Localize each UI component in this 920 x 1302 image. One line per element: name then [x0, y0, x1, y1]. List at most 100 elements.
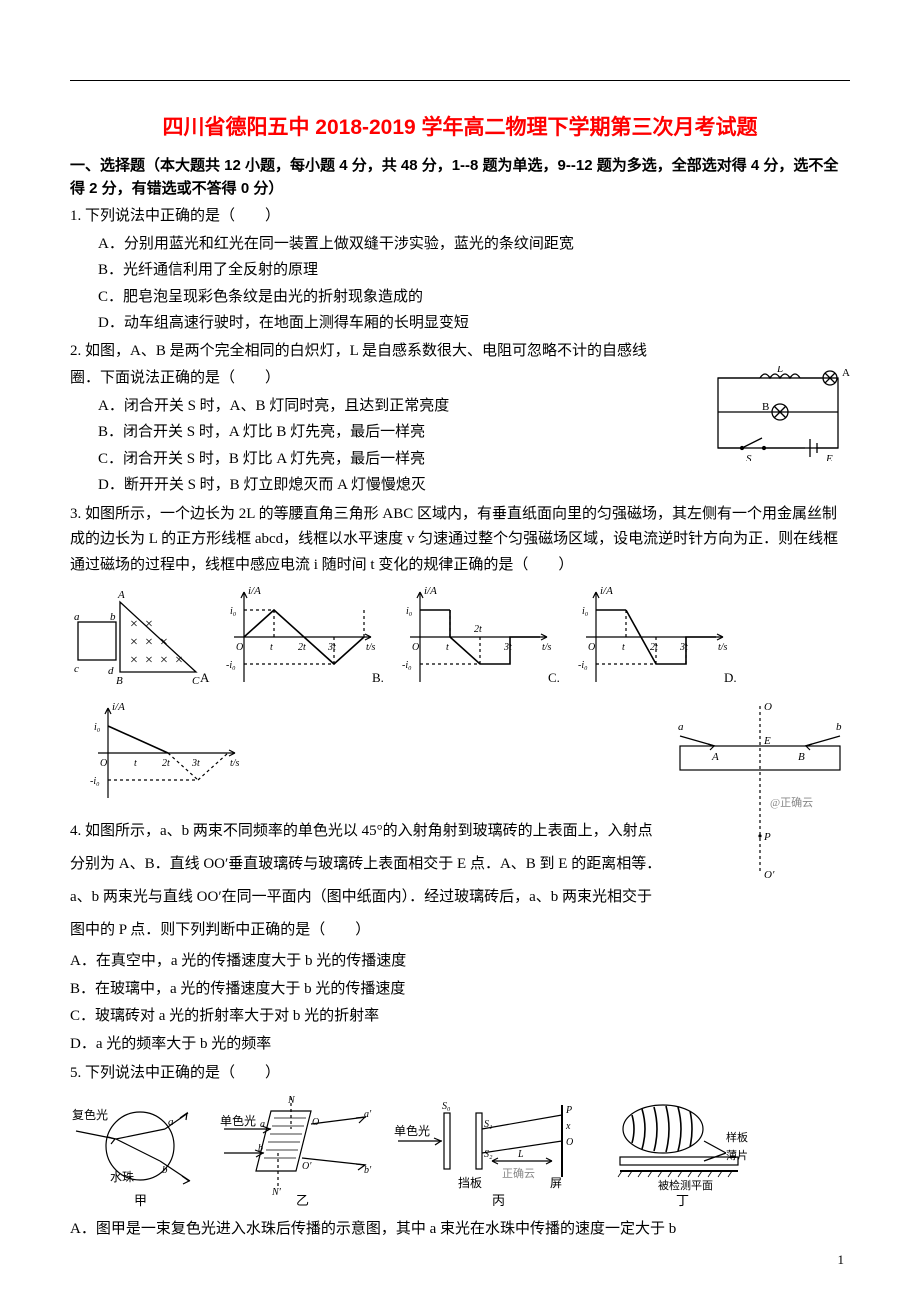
q4-diagram: a b A B E O P O′ @正确云	[670, 698, 850, 888]
q5-jia-fuse: 复色光	[72, 1108, 108, 1122]
q3-setup-d: d	[108, 665, 114, 677]
q3-setup-b: b	[110, 611, 116, 623]
q5-bing-S2: S₂	[484, 1149, 493, 1160]
q5-yi-N2: N′	[271, 1187, 282, 1198]
q1-opt-a: A．分别用蓝光和红光在同一装置上做双缝干涉实验，蓝光的条纹间距宽	[98, 232, 850, 258]
q3-setup-A: A	[117, 589, 125, 601]
q5-yi-O2: O′	[302, 1161, 312, 1172]
q3-chart-b: i/A i₀ -i₀ O t 2t 3t t/s B.	[216, 582, 386, 692]
q4-E: E	[763, 735, 771, 747]
q5-bing-S0: S₀	[442, 1101, 451, 1112]
q5-yi-a: a	[260, 1119, 265, 1130]
q4-opt-a: A．在真空中，a 光的传播速度大于 b 光的传播速度	[70, 949, 850, 975]
q5-diagrams-row: 复色光 水珠 a b 甲 单色光 a	[70, 1091, 850, 1211]
svg-text:×: ×	[145, 635, 153, 650]
q4-opt-d: D．a 光的频率大于 b 光的频率	[70, 1032, 850, 1058]
svg-text:O: O	[100, 758, 107, 769]
q5-bing-danse: 单色光	[394, 1124, 430, 1138]
q3b-3t: 3t	[327, 642, 336, 653]
q5-jia-label: 甲	[134, 1193, 147, 1208]
top-rule	[70, 80, 850, 81]
q3b-ni0: -i₀	[226, 660, 236, 671]
q3e-3t: 3t	[191, 758, 200, 769]
q3c-xlabel: t/s	[542, 642, 552, 653]
q3-setup-B: B	[116, 675, 123, 687]
q3e-t: t	[134, 758, 137, 769]
q5-jia-a: a	[168, 1116, 174, 1128]
q3d-ylabel: i/A	[600, 585, 613, 597]
svg-text:×: ×	[130, 653, 138, 668]
q5-fig-bing: 单色光 S₀ S₁ S₂ P x O L 屏 挡板 正确云 丙	[392, 1091, 602, 1211]
q3-diagrams-row-1: ×× ××× ×××× a b c d A B C A.	[70, 582, 850, 692]
q3-optlabel-A: A.	[200, 670, 210, 685]
q1-stem: 1. 下列说法中正确的是（ ）	[70, 204, 850, 230]
q3d-i0: i₀	[582, 606, 589, 617]
q2-label-L: L	[776, 366, 783, 375]
q3c-ni0: -i₀	[402, 660, 412, 671]
q5-bing-S1: S₁	[484, 1119, 492, 1130]
q4-O2: O′	[764, 869, 775, 881]
q5-yi-a2: a′	[364, 1109, 372, 1120]
q5-yi-O: O	[312, 1117, 319, 1128]
q5-jia-b: b	[162, 1164, 168, 1176]
q3-chart-extra: i/A i₀ -i₀ O t 2t 3t t/s	[80, 698, 250, 808]
q3d-2t: 2t	[650, 642, 658, 653]
q5-yi-b: b	[258, 1143, 263, 1154]
q3-optlabel-D: D.	[724, 670, 737, 685]
q3e-ni0: -i₀	[90, 776, 100, 787]
q2-label-A: A	[842, 367, 850, 379]
q5-opt-a: A．图甲是一束复色光进入水珠后传播的示意图，其中 a 束光在水珠中传播的速度一定…	[70, 1217, 850, 1243]
q1-opt-b: B．光纤通信利用了全反射的原理	[98, 258, 850, 284]
q5-bing-label: 丙	[492, 1193, 505, 1208]
q3c-2t: 2t	[474, 624, 482, 635]
q5-bing-dang: 挡板	[458, 1176, 482, 1190]
q4-P: P	[763, 831, 771, 843]
q2-label-B: B	[762, 401, 769, 413]
q3-stem: 3. 如图所示，一个边长为 2L 的等腰直角三角形 ABC 区域内，有垂直纸面向…	[70, 502, 850, 579]
q4-B: B	[798, 751, 805, 763]
q4-a: a	[678, 721, 684, 733]
q3e-2t: 2t	[162, 758, 170, 769]
q2-stem-1: 2. 如图，A、B 是两个完全相同的白炽灯，L 是自感系数很大、电阻可忽略不计的…	[70, 339, 850, 365]
section-1-heading: 一、选择题（本大题共 12 小题，每小题 4 分，共 48 分，1--8 题为单…	[70, 155, 850, 200]
q5-ding-beijian: 被检测平面	[658, 1178, 713, 1192]
svg-text:×: ×	[160, 635, 168, 650]
exam-title: 四川省德阳五中 2018-2019 学年高二物理下学期第三次月考试题	[70, 111, 850, 141]
q5-bing-P: P	[565, 1105, 572, 1116]
q3-chart-d: i/A i₀ -i₀ O t 2t 3t t/s D.	[568, 582, 738, 692]
q3e-ylabel: i/A	[112, 701, 125, 713]
q3b-ylabel: i/A	[248, 585, 261, 597]
q2-label-S: S	[746, 453, 752, 461]
q3b-t: t	[270, 642, 273, 653]
svg-text:O: O	[588, 642, 595, 653]
svg-text:×: ×	[145, 653, 153, 668]
q2-label-E: E	[825, 453, 833, 461]
q5-ding-yangban: 样板	[726, 1130, 748, 1144]
svg-text:O: O	[236, 642, 243, 653]
q3d-xlabel: t/s	[718, 642, 728, 653]
q3-optlabel-B: B.	[372, 670, 384, 685]
page-number: 1	[838, 1252, 845, 1268]
q3c-ylabel: i/A	[424, 585, 437, 597]
svg-text:×: ×	[175, 653, 183, 668]
q3-chart-c: i/A i₀ -i₀ O t 2t 3t t/s C.	[392, 582, 562, 692]
q4-watermark: @正确云	[770, 796, 813, 809]
q5-bing-O: O	[566, 1137, 573, 1148]
q5-ding-label: 丁	[676, 1193, 689, 1208]
q3b-i0: i₀	[230, 606, 237, 617]
q2-opt-d: D．断开开关 S 时，B 灯立即熄灭而 A 灯慢慢熄灭	[98, 473, 850, 499]
q5-yi-N: N	[287, 1095, 296, 1106]
q3c-t: t	[446, 642, 449, 653]
svg-text:×: ×	[130, 617, 138, 632]
svg-text:×: ×	[160, 653, 168, 668]
q5-bing-ping: 屏	[550, 1176, 562, 1190]
svg-text:×: ×	[130, 635, 138, 650]
q3e-xlabel: t/s	[230, 758, 240, 769]
q3-setup-a: a	[74, 611, 80, 623]
q5-bing-L: L	[517, 1149, 524, 1160]
q4-O: O	[764, 701, 772, 713]
q3-optlabel-C: C.	[548, 670, 560, 685]
q5-fig-jia: 复色光 水珠 a b 甲	[70, 1091, 210, 1211]
q4-b: b	[836, 721, 842, 733]
q5-bing-wm: 正确云	[502, 1167, 535, 1180]
